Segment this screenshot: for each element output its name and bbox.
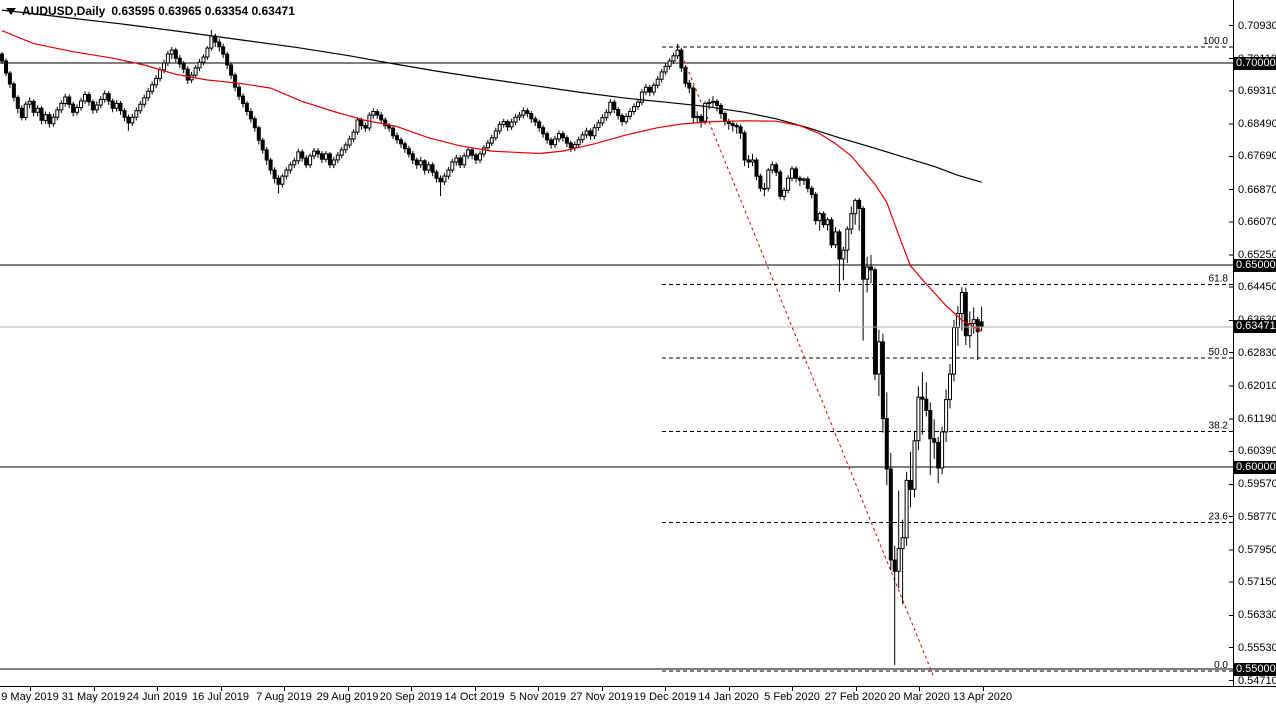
date-tick-mark [157,687,158,691]
price-level-tag: 0.60000 [1234,460,1276,474]
date-tick-mark [982,687,984,691]
date-tick-label: 31 May 2019 [61,691,126,703]
date-tick-mark [93,687,95,691]
date-tick-label: 27 Nov 2019 [570,691,633,703]
date-tick-label: 20 Mar 2020 [888,691,950,703]
price-tick-label: 0.70930 [1238,19,1276,32]
date-tick-mark [728,687,730,691]
fib-level-label: 50.0 [1209,347,1229,358]
date-tick-label: 13 Apr 2020 [952,691,1013,703]
fib-level-label: 100.0 [1203,36,1228,47]
date-tick-label: 24 Jun 2019 [126,691,188,703]
date-tick-mark [665,687,666,691]
price-tick-label: 0.66870 [1238,183,1276,196]
ma-slow-line [1,9,982,183]
price-tick-label: 0.55530 [1238,641,1276,654]
price-tick-label: 0.65250 [1238,248,1276,261]
date-tick-mark [919,687,920,691]
price-tick-label: 0.58770 [1238,510,1276,523]
price-tick-label: 0.61190 [1238,413,1276,425]
date-tick-mark [601,687,603,691]
chart-title: AUDUSD,Daily 0.63595 0.63965 0.63354 0.6… [6,4,295,18]
date-tick-label: 19 Dec 2019 [633,691,697,703]
price-tick-label: 0.57150 [1238,576,1276,589]
price-level-tag: 0.65000 [1234,258,1276,272]
fib-level-label: 38.2 [1209,421,1229,432]
price-chart-plot[interactable]: 100.0 61.8 50.0 38.2 23.6 0.0 [0,0,1233,686]
date-tick-mark [220,687,222,691]
time-axis[interactable]: 9 May 2019 31 May 2019 24 Jun 2019 16 Jul 2… [0,686,1276,708]
price-tick-label: 0.62010 [1238,379,1276,392]
price-tick-label: 0.69310 [1238,84,1276,97]
price-tick-marks [1229,25,1233,682]
price-level-tag: 0.55000 [1234,662,1276,676]
date-tick-label: 14 Oct 2019 [444,691,505,703]
fib-level-label: 23.6 [1209,511,1229,522]
date-tick-mark [538,687,539,691]
date-tick-label: 16 Jul 2019 [192,691,249,703]
fib-level-label: 61.8 [1209,273,1229,284]
price-tick-label: 0.56330 [1238,609,1276,622]
horizontal-lines [0,62,1233,670]
price-tick-label: 0.57950 [1238,543,1276,556]
symbol-dropdown-icon[interactable] [6,7,16,15]
date-tick-mark [792,687,793,691]
price-tick-label: 0.62830 [1238,346,1276,359]
date-tick-mark [30,687,31,691]
price-tick-label: 0.66070 [1238,215,1276,228]
date-tick-label: 5 Nov 2019 [509,691,567,703]
price-axis[interactable]: 0.709300.701100.693100.684900.676900.668… [1233,0,1276,687]
trendline[interactable] [677,43,935,679]
price-tick-label: 0.64450 [1238,281,1276,294]
date-tick-label: 20 Sep 2019 [379,691,443,703]
fib-level-label: 0.0 [1214,660,1228,671]
date-tick-label: 27 Feb 2020 [824,691,887,703]
chart-canvas[interactable]: 100.0 61.8 50.0 38.2 23.6 0.0 [0,0,1233,686]
ma-fast-line [1,30,982,332]
fibonacci-retracement[interactable]: 100.0 61.8 50.0 38.2 23.6 0.0 [662,36,1233,672]
symbol-timeframe-label: AUDUSD,Daily [22,4,106,18]
date-tick-mark [411,687,412,691]
date-tick-label: 14 Jan 2020 [698,691,759,703]
date-tick-mark [284,687,285,691]
date-tick-mark [855,687,857,691]
ohlc-values: 0.63595 0.63965 0.63354 0.63471 [111,4,295,18]
date-tick-label: 29 Aug 2019 [316,691,379,703]
price-tick-label: 0.54710 [1238,674,1276,687]
date-tick-mark [347,687,349,691]
candlestick-series [0,29,984,665]
price-tick-label: 0.68490 [1238,118,1276,130]
date-tick-mark [474,687,476,691]
price-tick-label: 0.60390 [1238,445,1276,458]
price-tick-label: 0.67690 [1238,150,1276,163]
date-tick-label: 5 Feb 2020 [764,691,820,703]
price-tick-label: 0.59570 [1238,478,1276,491]
date-tick-label: 9 May 2019 [1,691,59,703]
date-tick-label: 7 Aug 2019 [256,691,312,703]
price-level-tag: 0.70000 [1234,56,1276,70]
current-price-tag: 0.63471 [1234,320,1276,334]
